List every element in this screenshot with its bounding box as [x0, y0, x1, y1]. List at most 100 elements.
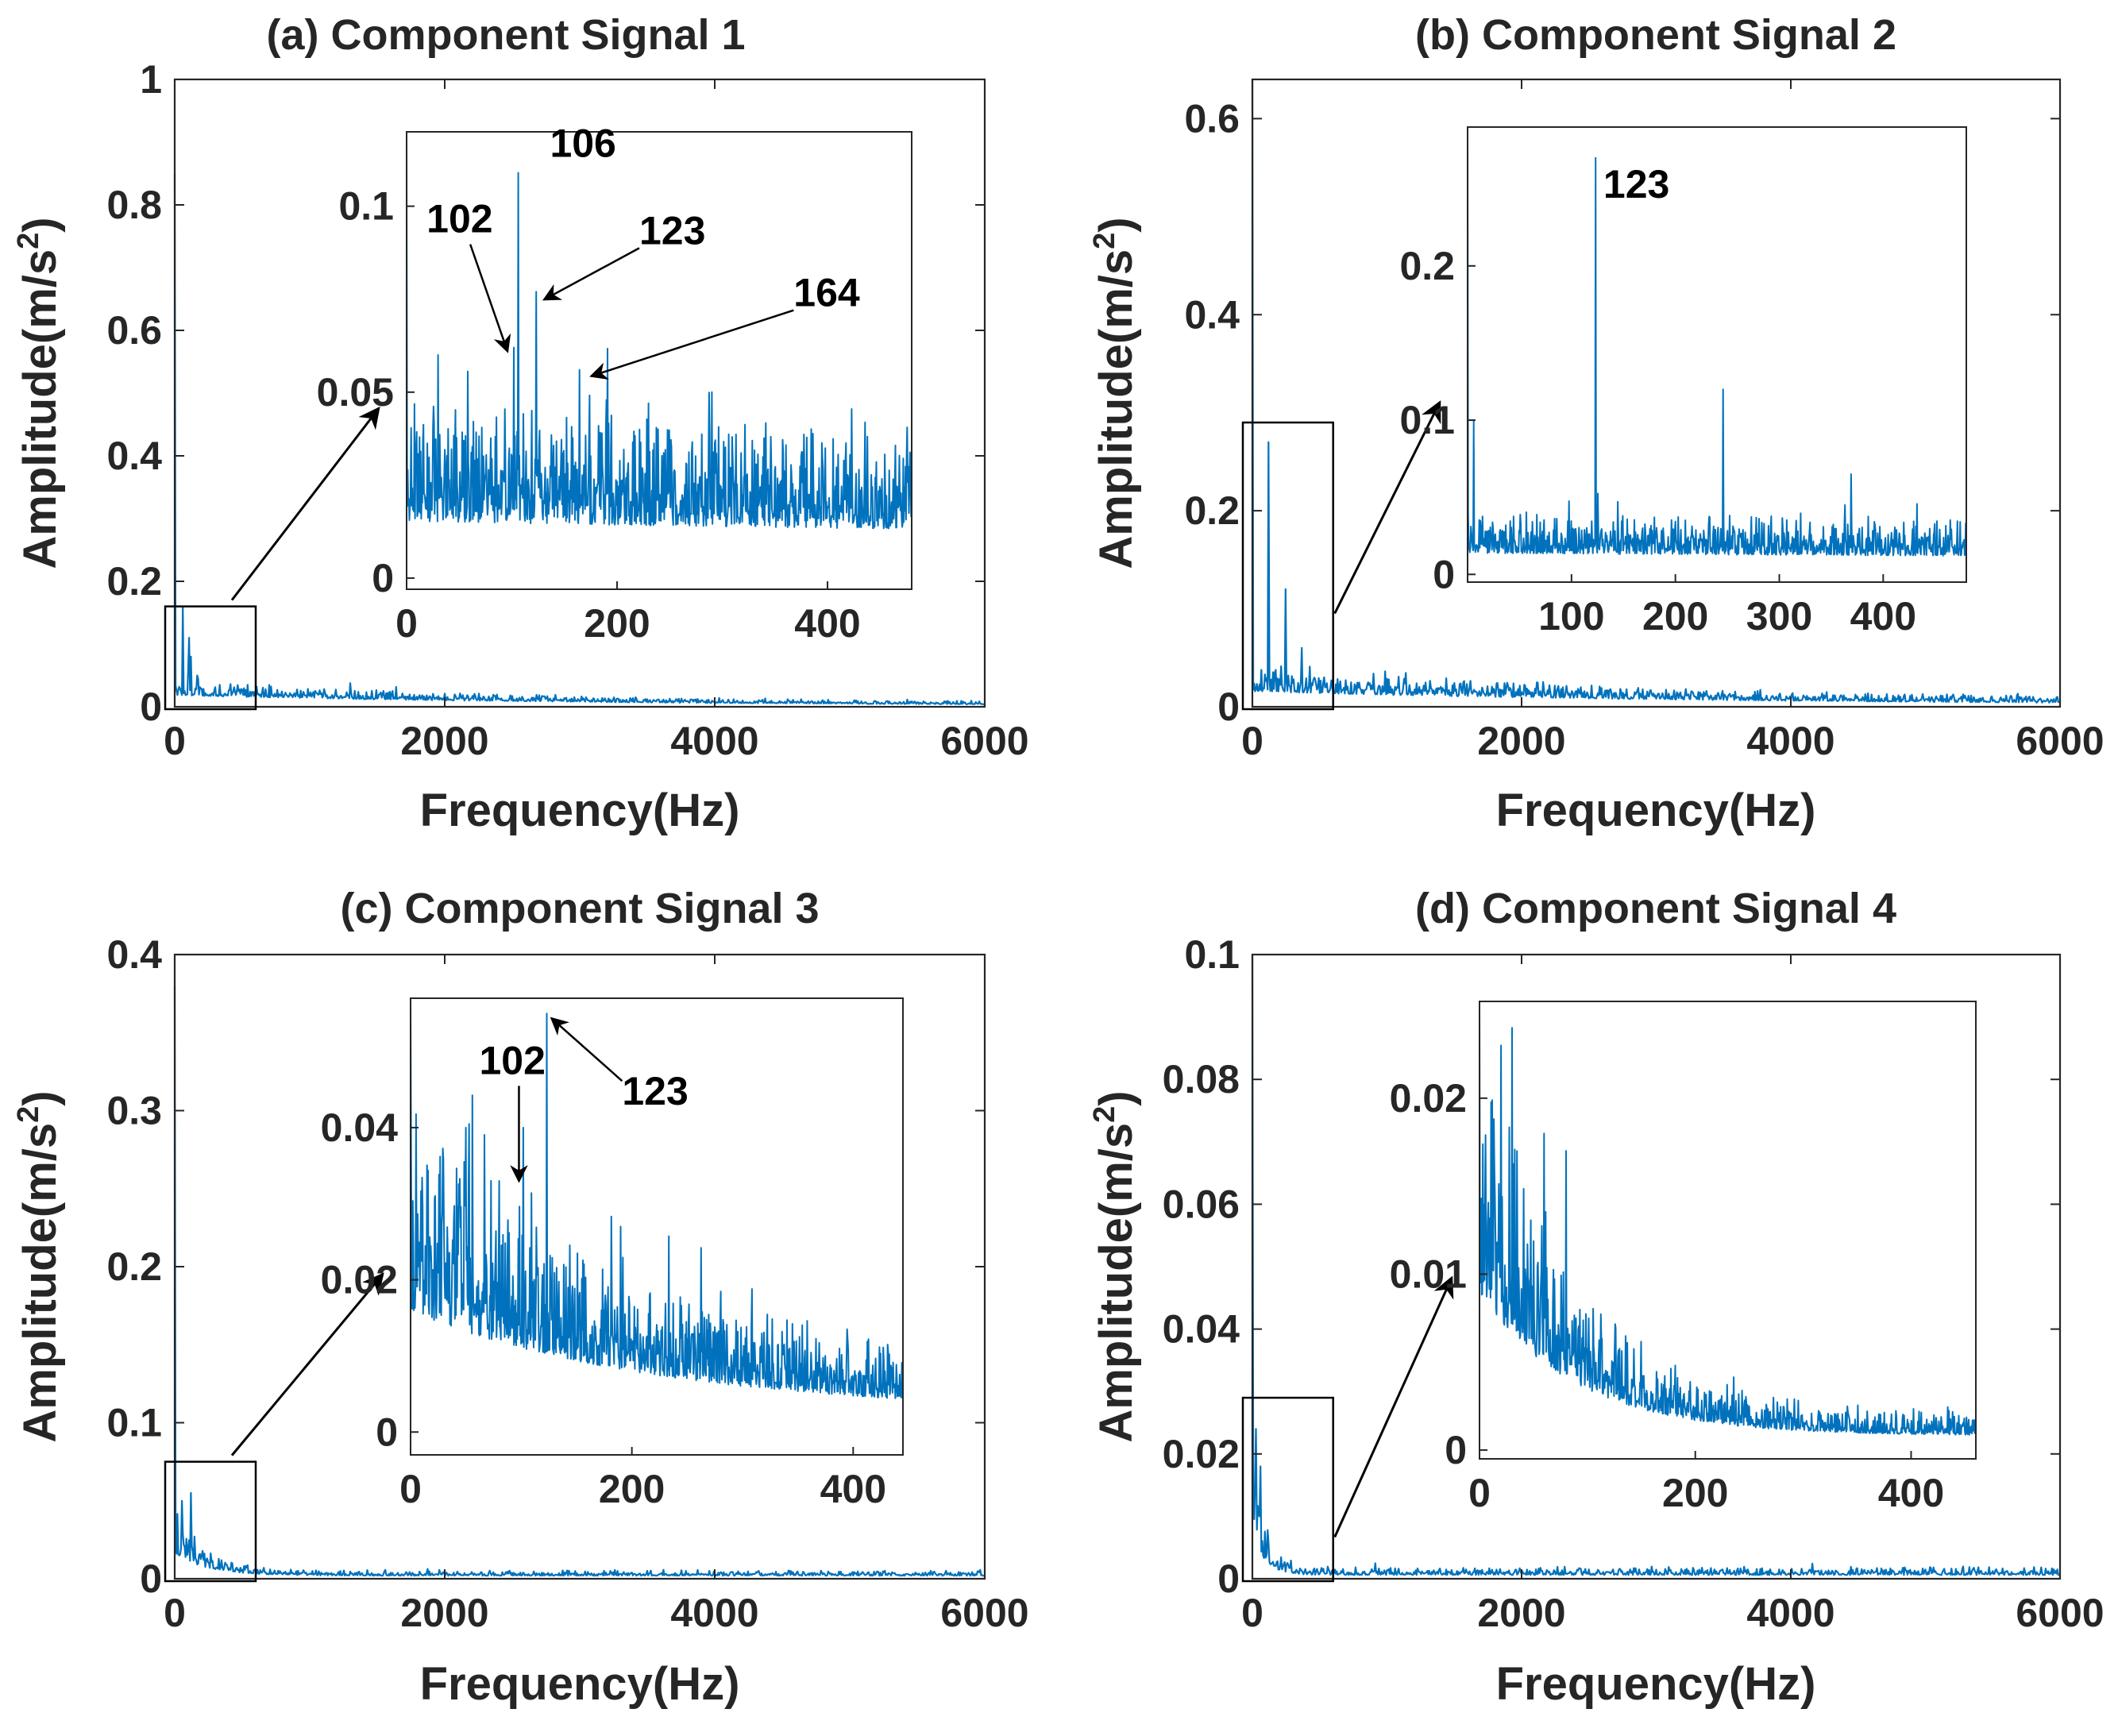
x-tick-label: 4000 — [670, 1591, 758, 1635]
y-tick-label: 0.2 — [1399, 244, 1455, 288]
peak-annotation-label: 102 — [479, 1038, 545, 1082]
x-tick-label: 2000 — [400, 719, 488, 763]
y-tick-label: 0.6 — [1184, 96, 1240, 141]
y-axis-label: Amplitude(m/s2) — [12, 217, 66, 569]
peak-annotation-arrow — [542, 247, 640, 301]
x-tick-label: 6000 — [940, 1591, 1028, 1635]
inset-background — [1480, 1001, 1976, 1459]
spectrum-line — [1251, 954, 2060, 1576]
y-tick-label: 0.01 — [1390, 1252, 1467, 1296]
x-tick-label: 0 — [1241, 719, 1263, 763]
y-axis-label: Amplitude(m/s2) — [1088, 217, 1142, 569]
inset-frame — [1479, 1001, 1977, 1460]
x-axis-label: Frequency(Hz) — [1496, 785, 1816, 836]
y-tick-label: 0.8 — [106, 183, 162, 227]
panel-title: (b) Component Signal 2 — [1415, 11, 1896, 59]
x-tick-label: 2000 — [1477, 1591, 1565, 1635]
peak-annotation-arrow — [469, 244, 511, 353]
y-axis-label-main: Amplitude(m/s — [14, 1123, 66, 1443]
x-tick-label: 4000 — [670, 719, 758, 763]
inset-frame — [410, 997, 904, 1456]
inset: 0 200 400 0 0.01 0.02 — [1390, 1001, 1977, 1515]
y-axis-label-superscript: 2 — [12, 1106, 45, 1123]
inset-spectrum-line — [410, 997, 904, 1399]
x-tick-label: 0 — [399, 1467, 422, 1511]
peak-annotation-label: 164 — [793, 271, 860, 315]
y-axis-label-close: ) — [14, 217, 66, 232]
y-tick-label: 0.08 — [1163, 1057, 1240, 1101]
inset: 0 200 400 0 0.05 0.1 102 106 123 164 — [317, 122, 912, 646]
panel-a: (a) Component Signal 1 0 2000 4000 600000.2… — [12, 11, 1029, 836]
y-tick-label: 0.2 — [1184, 488, 1240, 533]
inset-spectrum-line — [406, 131, 912, 530]
peak-annotation-label: 123 — [622, 1069, 688, 1113]
y-tick-label: 0.04 — [321, 1105, 399, 1150]
x-tick-label: 2000 — [1477, 719, 1565, 763]
axes-frame — [1251, 953, 2062, 1580]
x-tick-label: 400 — [820, 1467, 886, 1511]
y-axis-label-close: ) — [1090, 217, 1142, 232]
x-tick-label: 400 — [794, 601, 860, 646]
y-tick-label: 0.02 — [1163, 1432, 1240, 1476]
zoom-box — [1241, 421, 1334, 711]
y-tick-label: 0.05 — [317, 370, 394, 415]
peak-annotation-label: 123 — [639, 208, 705, 253]
x-tick-label: 6000 — [2016, 1591, 2104, 1635]
y-axis-label: Amplitude(m/s2) — [1088, 1090, 1142, 1442]
x-tick-label: 4000 — [1746, 719, 1834, 763]
x-axis-label: Frequency(Hz) — [420, 1658, 740, 1710]
inset-spectrum-line — [1479, 1010, 1977, 1436]
y-axis-label-main: Amplitude(m/s — [1090, 1123, 1142, 1443]
inset-frame — [1467, 126, 1967, 583]
zoom-box — [1241, 1396, 1334, 1583]
y-tick-label: 1 — [140, 57, 162, 102]
x-tick-label: 0 — [1241, 1591, 1263, 1635]
y-axis-label-superscript: 2 — [1088, 233, 1121, 249]
spectrum-line — [1251, 79, 2060, 704]
y-tick-label: 0 — [140, 1557, 162, 1601]
inset: 0 200 400 0 0.02 0.04 102 123 — [321, 997, 904, 1511]
y-tick-label: 0.4 — [106, 434, 162, 478]
y-tick-label: 0.1 — [338, 184, 394, 229]
x-tick-label: 6000 — [2016, 719, 2104, 763]
zoom-arrow — [230, 1272, 384, 1456]
y-tick-label: 0.6 — [106, 308, 162, 353]
inset-spectrum-line — [1467, 126, 1967, 557]
x-axis-label: Frequency(Hz) — [1496, 1658, 1816, 1710]
y-axis-label-main: Amplitude(m/s — [14, 249, 66, 569]
x-tick-label: 400 — [1850, 594, 1916, 638]
panel-title: (d) Component Signal 4 — [1415, 885, 1896, 932]
x-tick-label: 200 — [1642, 594, 1708, 638]
axes-frame — [173, 78, 986, 708]
peak-annotation-arrow — [589, 309, 794, 380]
x-tick-label: 200 — [599, 1467, 665, 1511]
y-tick-label: 0 — [1217, 1557, 1240, 1601]
y-tick-label: 0.06 — [1163, 1182, 1240, 1226]
panel-title: (c) Component Signal 3 — [340, 885, 819, 932]
x-tick-label: 300 — [1746, 594, 1812, 638]
x-tick-label: 2000 — [400, 1591, 488, 1635]
zoom-arrow — [1333, 400, 1441, 615]
x-tick-label: 0 — [1468, 1471, 1491, 1515]
y-axis-label-superscript: 2 — [1088, 1106, 1121, 1123]
peak-annotation-label: 102 — [426, 197, 492, 241]
y-tick-label: 0.2 — [106, 559, 162, 604]
x-tick-label: 0 — [395, 601, 418, 646]
zoom-arrow — [230, 406, 380, 601]
inset-frame — [406, 131, 912, 590]
x-tick-label: 4000 — [1746, 1591, 1834, 1635]
panel-b: (b) Component Signal 2 0 2000 4000 600000.2… — [1088, 11, 2104, 836]
inset-background — [1468, 127, 1966, 582]
panel-d: (d) Component Signal 4 0 2000 4000 6000 0 0.0… — [1088, 885, 2104, 1710]
x-tick-label: 100 — [1538, 594, 1604, 638]
y-tick-label: 0.1 — [106, 1401, 162, 1445]
y-axis-label: Amplitude(m/s2) — [12, 1090, 66, 1442]
y-tick-label: 0.4 — [106, 932, 162, 977]
x-tick-label: 200 — [584, 601, 650, 646]
y-tick-label: 0.02 — [321, 1258, 398, 1302]
y-tick-label: 0 — [372, 556, 394, 600]
panel-c: (c) Component Signal 3 0 2000 4000 6000 0 0.1… — [12, 885, 1029, 1710]
y-tick-label: 0 — [140, 685, 162, 729]
spectrum-line — [173, 173, 985, 705]
y-tick-label: 0.1 — [1399, 398, 1455, 442]
